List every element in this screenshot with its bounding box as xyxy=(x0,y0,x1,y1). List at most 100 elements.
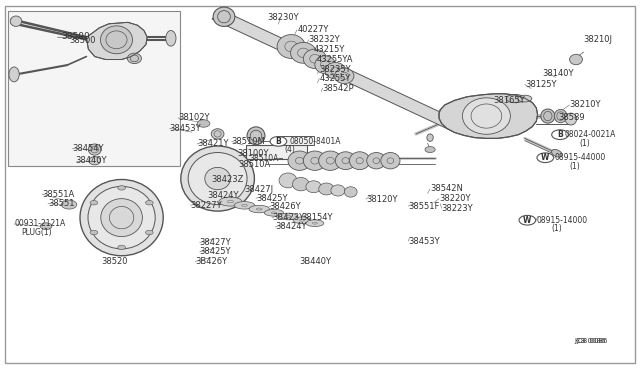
Ellipse shape xyxy=(219,197,242,206)
Ellipse shape xyxy=(100,26,132,54)
Ellipse shape xyxy=(506,94,524,103)
Ellipse shape xyxy=(325,62,346,79)
Text: 08050-8401A: 08050-8401A xyxy=(289,137,340,146)
Text: (4): (4) xyxy=(284,145,295,154)
Text: 38453Y: 38453Y xyxy=(408,237,440,246)
Text: B: B xyxy=(557,130,563,139)
Ellipse shape xyxy=(335,68,354,84)
Ellipse shape xyxy=(541,109,555,123)
Circle shape xyxy=(537,153,554,163)
Text: 3B423Y: 3B423Y xyxy=(272,213,304,222)
Text: 38425Y: 38425Y xyxy=(256,194,287,203)
Text: 38427Y: 38427Y xyxy=(200,238,231,247)
Ellipse shape xyxy=(247,127,265,145)
Ellipse shape xyxy=(303,151,326,170)
Text: PLUG(1): PLUG(1) xyxy=(21,228,52,237)
Ellipse shape xyxy=(9,67,19,82)
Text: 38235Y: 38235Y xyxy=(319,65,351,74)
Ellipse shape xyxy=(344,187,357,197)
Text: 38140Y: 38140Y xyxy=(543,69,574,78)
Text: 38125Y: 38125Y xyxy=(525,80,556,89)
Text: 00931-2121A: 00931-2121A xyxy=(14,219,65,228)
Circle shape xyxy=(40,223,52,230)
Ellipse shape xyxy=(277,35,305,58)
Ellipse shape xyxy=(331,185,345,196)
Circle shape xyxy=(118,245,125,250)
Ellipse shape xyxy=(264,209,284,216)
Text: 38223Y: 38223Y xyxy=(442,204,473,213)
Text: 08915-44000: 08915-44000 xyxy=(554,153,605,162)
Text: (1): (1) xyxy=(552,224,563,233)
Ellipse shape xyxy=(291,42,316,63)
Ellipse shape xyxy=(292,177,309,191)
Text: 38440Y: 38440Y xyxy=(76,156,107,165)
Text: 38500: 38500 xyxy=(69,36,95,45)
Ellipse shape xyxy=(335,152,356,170)
Polygon shape xyxy=(439,94,538,138)
Text: 38120Y: 38120Y xyxy=(366,195,397,203)
Text: (1): (1) xyxy=(570,162,580,171)
Ellipse shape xyxy=(315,56,335,74)
Circle shape xyxy=(90,201,98,205)
Ellipse shape xyxy=(367,153,386,169)
Ellipse shape xyxy=(88,186,155,249)
Text: 38423Z: 38423Z xyxy=(211,175,244,184)
Text: 38232Y: 38232Y xyxy=(308,35,340,44)
Ellipse shape xyxy=(303,49,326,68)
Circle shape xyxy=(145,230,153,235)
Circle shape xyxy=(197,120,210,127)
Text: 3B426Y: 3B426Y xyxy=(195,257,227,266)
Bar xyxy=(246,145,307,159)
Text: 38154Y: 38154Y xyxy=(301,213,333,222)
Ellipse shape xyxy=(80,179,163,256)
Ellipse shape xyxy=(166,31,176,46)
Text: 43255Y: 43255Y xyxy=(319,74,351,83)
Text: 38500: 38500 xyxy=(61,32,90,41)
Text: 38551A: 38551A xyxy=(42,190,74,199)
Ellipse shape xyxy=(319,151,342,170)
Text: JC8 0086: JC8 0086 xyxy=(575,338,606,344)
Text: 38427J: 38427J xyxy=(244,185,274,194)
Text: 38227Y: 38227Y xyxy=(191,201,222,210)
Text: B: B xyxy=(276,137,281,146)
Text: 38421Y: 38421Y xyxy=(197,140,228,148)
Circle shape xyxy=(270,137,287,146)
Text: (1): (1) xyxy=(580,139,591,148)
Circle shape xyxy=(61,200,77,209)
Ellipse shape xyxy=(89,157,100,165)
Text: 38510A─: 38510A─ xyxy=(250,154,284,163)
Text: 38100Y: 38100Y xyxy=(237,149,268,158)
Text: 38210Y: 38210Y xyxy=(570,100,601,109)
Ellipse shape xyxy=(211,129,224,139)
Text: 38220Y: 38220Y xyxy=(439,194,470,203)
Ellipse shape xyxy=(181,146,255,211)
Text: 38210J: 38210J xyxy=(584,35,612,44)
Bar xyxy=(8,11,180,166)
Ellipse shape xyxy=(293,217,311,224)
Ellipse shape xyxy=(570,54,582,65)
Ellipse shape xyxy=(127,53,141,64)
Ellipse shape xyxy=(288,151,311,170)
Text: 38424Y: 38424Y xyxy=(275,222,307,231)
Circle shape xyxy=(90,230,98,235)
Text: 08024-0021A: 08024-0021A xyxy=(564,130,616,139)
Text: 38520: 38520 xyxy=(101,257,127,266)
Text: W: W xyxy=(523,216,532,225)
Ellipse shape xyxy=(205,167,230,190)
Ellipse shape xyxy=(306,220,324,227)
Text: 38542P: 38542P xyxy=(323,84,354,93)
Ellipse shape xyxy=(518,95,532,102)
Ellipse shape xyxy=(462,98,511,134)
Ellipse shape xyxy=(278,213,298,220)
Text: 38551F: 38551F xyxy=(408,202,440,211)
Ellipse shape xyxy=(279,173,297,188)
Text: 08915-14000: 08915-14000 xyxy=(536,216,588,225)
Polygon shape xyxy=(212,11,467,132)
Circle shape xyxy=(425,147,435,153)
Ellipse shape xyxy=(349,152,370,170)
Ellipse shape xyxy=(10,16,22,26)
Circle shape xyxy=(145,201,153,205)
Text: 38542N: 38542N xyxy=(430,185,463,193)
Ellipse shape xyxy=(319,183,334,195)
Text: 43255YA: 43255YA xyxy=(316,55,353,64)
